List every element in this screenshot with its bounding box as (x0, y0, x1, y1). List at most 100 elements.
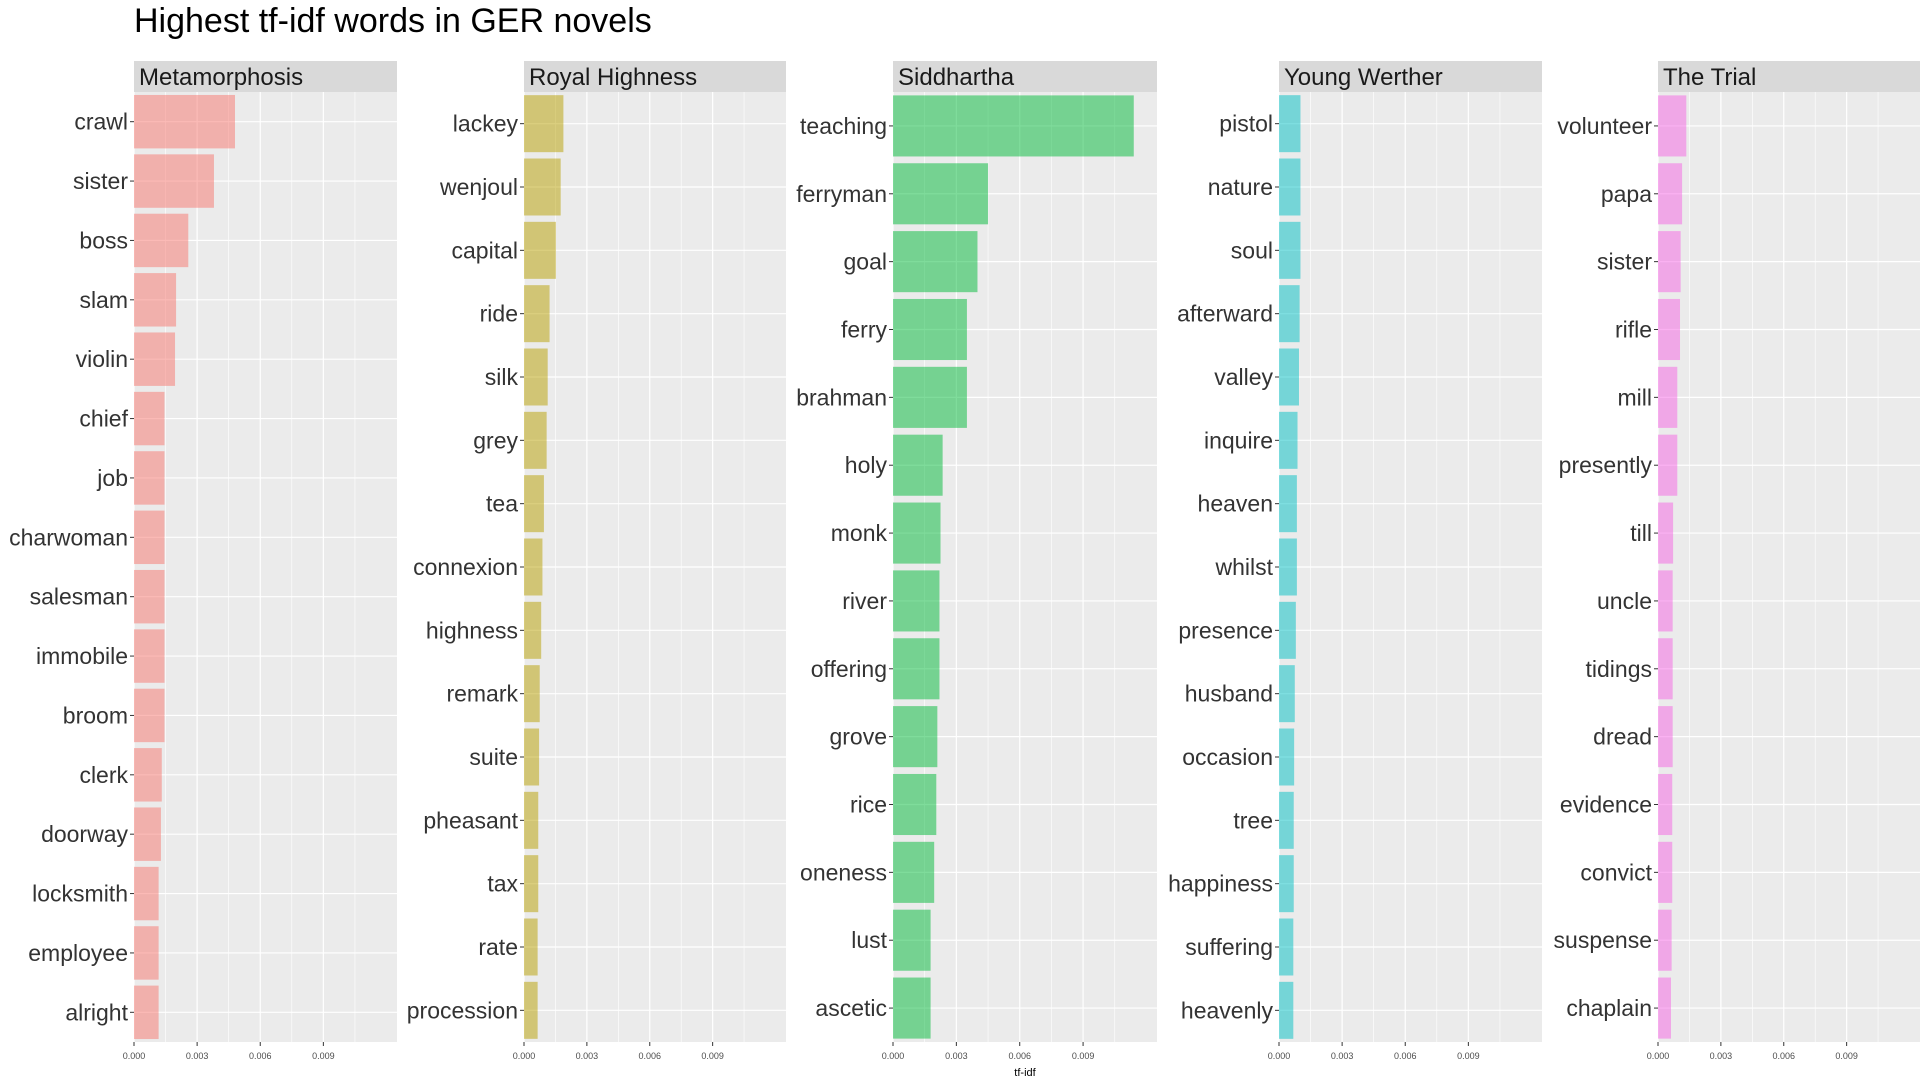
y-tick-label: tea (486, 491, 518, 517)
x-tick-label: 0.006 (249, 1051, 272, 1061)
bar-holy (893, 434, 943, 496)
bar-doorway (134, 807, 161, 861)
y-tick-label: procession (407, 997, 518, 1023)
y-tick-label: capital (452, 237, 518, 263)
y-tick-label: tax (487, 871, 518, 897)
panel-3: Young Werther pistol nature soul afterward va… (1168, 61, 1542, 1061)
bar-happiness (1279, 855, 1294, 913)
bar-lackey (524, 95, 564, 153)
bar-salesman (134, 569, 165, 624)
bar-river (893, 570, 940, 632)
facet-strip (1279, 61, 1542, 92)
bar-till (1658, 502, 1674, 564)
y-tick-label: sister (1597, 249, 1652, 275)
bar-violin (134, 332, 176, 386)
bar-uncle (1658, 570, 1673, 632)
x-tick-label: 0.003 (186, 1051, 209, 1061)
x-tick-label: 0.000 (882, 1051, 905, 1061)
bar-brahman (893, 366, 967, 428)
y-tick-label: wenjoul (439, 174, 518, 200)
bar-crawl (134, 94, 235, 149)
bar-tree (1279, 791, 1294, 849)
bar-ferry (893, 298, 967, 361)
x-tick-label: 0.006 (1394, 1051, 1417, 1061)
y-tick-label: happiness (1168, 871, 1273, 897)
x-tick-label: 0.000 (513, 1051, 536, 1061)
bar-job (134, 451, 165, 505)
bar-ride (524, 285, 550, 343)
bar-boss (134, 213, 189, 268)
y-tick-label: pheasant (423, 807, 518, 833)
bar-highness (524, 601, 542, 659)
facet-strip-label: Royal Highness (529, 64, 697, 91)
bar-charwoman (134, 510, 165, 565)
bar-tax (524, 855, 539, 913)
x-tick-label: 0.009 (312, 1051, 335, 1061)
x-tick-label: 0.006 (1008, 1051, 1031, 1061)
bar-slam (134, 273, 177, 327)
y-tick-label: goal (844, 249, 887, 275)
bar-presently (1658, 434, 1678, 496)
bar-presence (1279, 601, 1296, 659)
x-tick-label: 0.000 (1268, 1051, 1291, 1061)
bar-wenjoul (524, 158, 561, 216)
x-tick-label: 0.009 (1457, 1051, 1480, 1061)
x-tick-label: 0.003 (576, 1051, 599, 1061)
bar-ascetic (893, 977, 931, 1039)
y-tick-label: husband (1185, 681, 1273, 707)
bar-inquire (1279, 411, 1298, 469)
y-tick-label: crawl (74, 109, 128, 135)
bar-chaplain (1658, 977, 1671, 1039)
bar-mill (1658, 366, 1678, 428)
bar-suffering (1279, 918, 1294, 976)
y-tick-label: river (842, 588, 887, 614)
y-tick-label: employee (28, 940, 128, 966)
y-tick-label: grey (473, 427, 518, 453)
bar-valley (1279, 348, 1299, 406)
bar-evidence (1658, 773, 1673, 836)
bar-procession (524, 981, 538, 1039)
facet-strip (893, 61, 1157, 92)
bar-soul (1279, 221, 1301, 279)
x-tick-label: 0.006 (638, 1051, 661, 1061)
y-tick-label: chief (79, 406, 128, 432)
y-tick-label: rifle (1615, 317, 1652, 343)
bar-ferryman (893, 163, 989, 225)
y-tick-label: heavenly (1181, 997, 1274, 1023)
y-tick-label: convict (1580, 859, 1652, 885)
y-tick-label: tidings (1586, 656, 1652, 682)
y-tick-label: whilst (1214, 554, 1273, 580)
y-tick-label: ferry (841, 317, 888, 343)
panel-1: Royal Highness lackey wenjoul capital ride si… (407, 61, 786, 1061)
y-tick-label: ride (480, 301, 518, 327)
bar-afterward (1279, 285, 1300, 343)
bar-grey (524, 411, 547, 469)
bar-heaven (1279, 475, 1297, 533)
bar-connexion (524, 538, 543, 596)
y-tick-label: papa (1601, 181, 1652, 207)
facet-strip-label: Metamorphosis (139, 64, 303, 91)
x-tick-label: 0.009 (1072, 1051, 1095, 1061)
y-tick-label: valley (1214, 364, 1273, 390)
bar-whilst (1279, 538, 1297, 596)
bar-heavenly (1279, 981, 1294, 1039)
bar-offering (893, 638, 940, 700)
facet-strip-label: The Trial (1663, 64, 1756, 91)
chart-title: Highest tf-idf words in GER novels (134, 2, 652, 40)
y-tick-label: immobile (36, 643, 128, 669)
bar-volunteer (1658, 95, 1687, 157)
bar-tea (524, 475, 544, 533)
bar-monk (893, 502, 941, 564)
y-tick-label: soul (1231, 237, 1273, 263)
bar-grove (893, 706, 938, 768)
y-tick-label: dread (1593, 724, 1652, 750)
bar-broom (134, 688, 165, 743)
y-tick-label: nature (1208, 174, 1273, 200)
y-tick-label: connexion (413, 554, 518, 580)
bar-dread (1658, 706, 1673, 768)
panel-4: The Trial volunteer papa sister rifle mill pre… (1554, 61, 1920, 1061)
y-tick-label: suffering (1185, 934, 1273, 960)
y-tick-label: volunteer (1557, 113, 1652, 139)
y-tick-label: lackey (453, 111, 519, 137)
